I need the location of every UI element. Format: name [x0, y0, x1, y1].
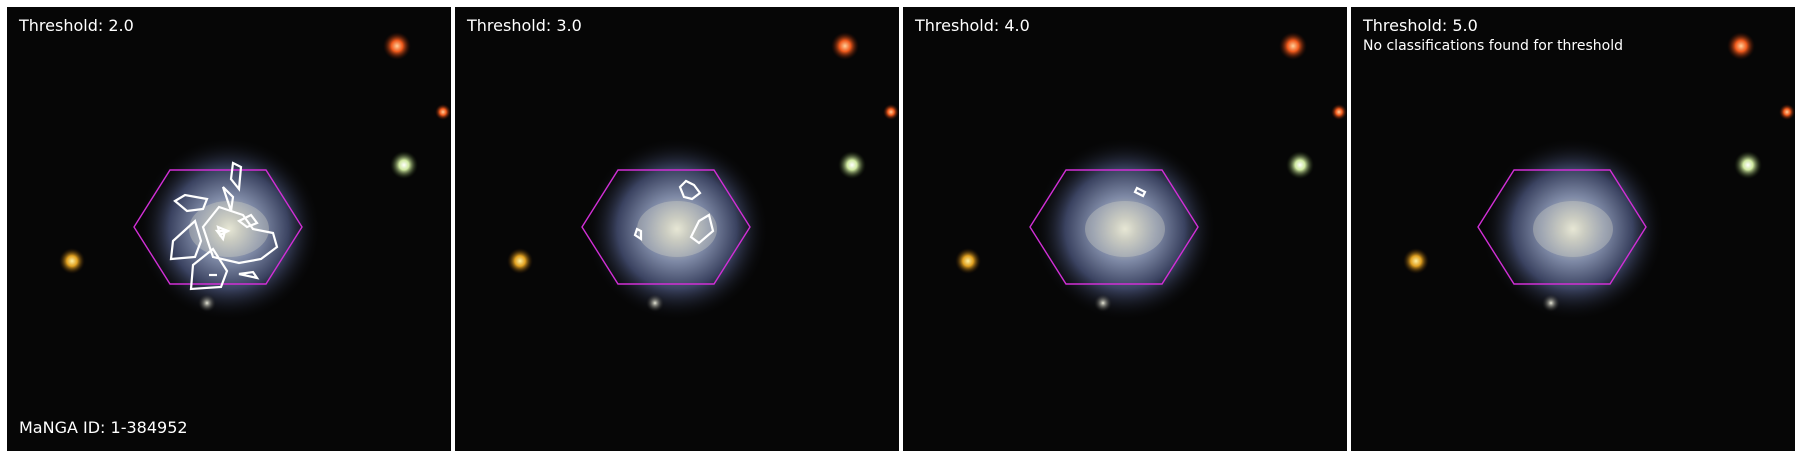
- contour-outline: [633, 179, 715, 245]
- galaxy-image: [903, 7, 1347, 451]
- panel-threshold-4: Threshold: 5.0 No classifications found …: [1351, 7, 1795, 451]
- manga-id-label: MaNGA ID: 1-384952: [19, 418, 188, 437]
- ifu-hexagon-outline: [133, 169, 303, 285]
- contour-outline: [169, 161, 279, 291]
- ifu-hexagon-outline: [1477, 169, 1647, 285]
- ifu-hexagon-outline: [1029, 169, 1199, 285]
- panel-threshold-3: Threshold: 4.0: [903, 7, 1347, 451]
- panel-threshold-2: Threshold: 3.0: [455, 7, 899, 451]
- threshold-label: Threshold: 5.0: [1363, 16, 1478, 35]
- threshold-label: Threshold: 3.0: [467, 16, 582, 35]
- threshold-note: No classifications found for threshold: [1363, 38, 1623, 54]
- galaxy-image: [7, 7, 451, 451]
- ifu-hexagon-outline: [581, 169, 751, 285]
- threshold-label: Threshold: 4.0: [915, 16, 1030, 35]
- threshold-label: Threshold: 2.0: [19, 16, 134, 35]
- galaxy-image: [455, 7, 899, 451]
- galaxy-image: [1351, 7, 1795, 451]
- contour-outline: [1133, 186, 1147, 198]
- panel-threshold-1: Threshold: 2.0 MaNGA ID: 1-384952: [7, 7, 451, 451]
